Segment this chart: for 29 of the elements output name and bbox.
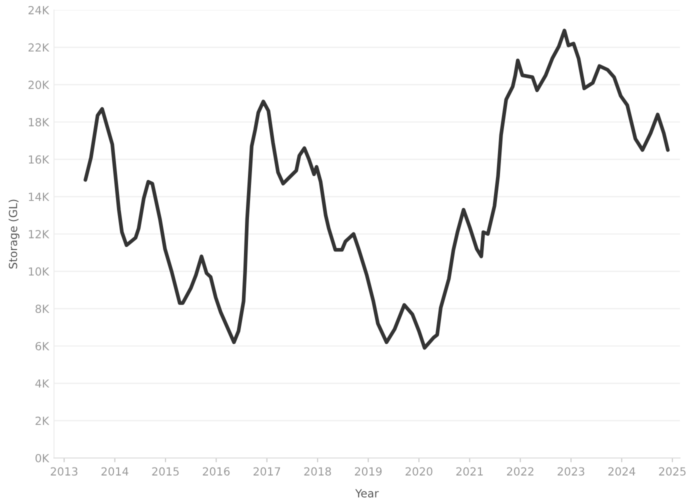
x-tick-label: 2017 bbox=[254, 467, 280, 476]
y-tick-label: 10K bbox=[28, 267, 50, 276]
line-series bbox=[84, 28, 670, 350]
x-tick-label: 2025 bbox=[659, 467, 686, 476]
x-tick-label: 2016 bbox=[202, 467, 230, 476]
y-tick-label: 18K bbox=[28, 118, 50, 126]
x-tick-label: 2024 bbox=[608, 467, 636, 476]
x-axis-title: Year bbox=[355, 489, 379, 498]
x-tick-label: 2021 bbox=[456, 467, 483, 476]
y-tick-label: 20K bbox=[28, 80, 50, 90]
x-tick-label: 2013 bbox=[50, 467, 78, 476]
y-tick-label: 22K bbox=[28, 43, 50, 52]
x-tick-label: 2020 bbox=[406, 467, 432, 476]
x-tick-label: 2019 bbox=[354, 467, 382, 476]
y-tick-label: 14K bbox=[28, 192, 50, 201]
y-tick-label: 0K bbox=[36, 454, 50, 462]
y-axis-title: Storage (GL) bbox=[8, 200, 20, 269]
y-tick-label: 16K bbox=[28, 155, 50, 164]
y-tick-label: 4K bbox=[35, 379, 50, 388]
x-tick-label: 2022 bbox=[507, 467, 534, 476]
y-tick-label: 24K bbox=[28, 6, 50, 14]
x-tick-label: 2015 bbox=[152, 467, 179, 476]
y-tick-label: 6K bbox=[36, 342, 50, 350]
x-tick-label: 2014 bbox=[102, 467, 128, 476]
x-tick-label: 2018 bbox=[304, 467, 331, 476]
y-tick-label: 2K bbox=[36, 416, 50, 425]
y-tick-label: 12K bbox=[28, 230, 50, 238]
x-tick-label: 2023 bbox=[558, 467, 584, 476]
y-tick-label: 8K bbox=[36, 304, 50, 314]
